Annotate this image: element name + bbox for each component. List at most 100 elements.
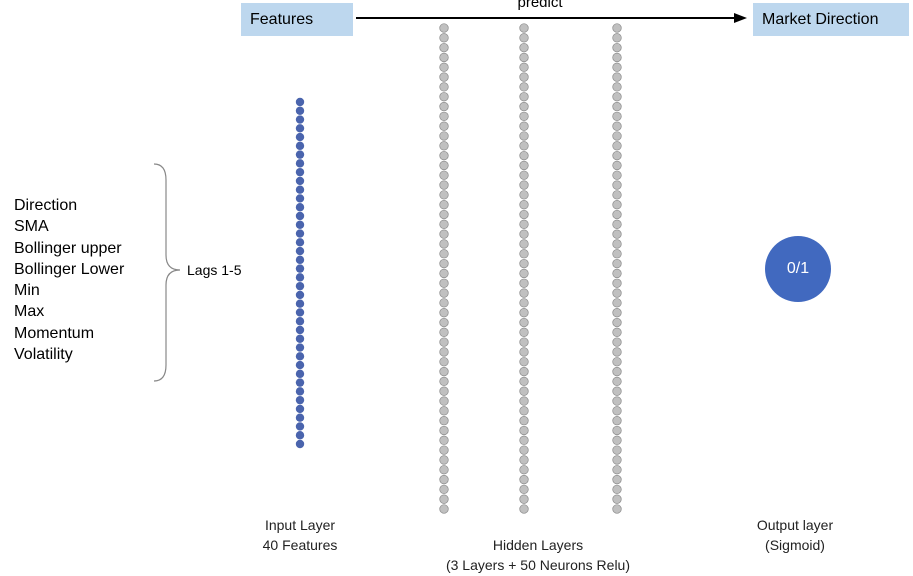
hidden-node	[612, 416, 622, 426]
hidden-node	[439, 23, 449, 33]
hidden-node	[612, 484, 622, 495]
feature-item: Momentum	[14, 324, 95, 342]
hidden-layers-subtitle: (3 Layers + 50 Neurons Relu)	[445, 557, 631, 573]
input-node	[295, 334, 305, 343]
hidden-node	[439, 200, 449, 210]
input-node	[295, 194, 305, 203]
hidden-node	[612, 376, 622, 387]
hidden-layers-title: Hidden Layers	[492, 537, 584, 553]
hidden-node	[439, 386, 449, 396]
hidden-node	[612, 278, 622, 288]
input-node	[295, 422, 305, 431]
output-node-label: 0/1	[786, 260, 810, 277]
hidden-node	[612, 386, 622, 396]
input-node	[295, 150, 305, 159]
hidden-node	[519, 465, 529, 475]
input-node	[295, 220, 305, 229]
hidden-node	[519, 504, 529, 514]
input-node	[295, 97, 305, 107]
input-node	[295, 369, 305, 379]
hidden-node	[439, 278, 449, 288]
input-node	[295, 211, 305, 221]
hidden-node	[612, 268, 622, 279]
input-node	[295, 325, 305, 335]
hidden-node	[612, 170, 622, 180]
input-node	[295, 124, 305, 133]
input-node	[295, 238, 305, 247]
hidden-node	[519, 327, 529, 337]
hidden-node	[612, 396, 622, 406]
hidden-node	[612, 82, 622, 92]
input-node	[295, 360, 305, 370]
input-layer-title: Input Layer	[264, 517, 336, 533]
feature-item: Direction	[14, 197, 78, 214]
hidden-node	[612, 347, 622, 357]
hidden-node	[612, 209, 622, 220]
hidden-node	[612, 435, 622, 445]
feature-list: Direction SMA Bollinger upper Bollinger …	[14, 195, 124, 365]
hidden-node	[612, 258, 622, 269]
input-node	[295, 439, 305, 449]
input-node	[295, 141, 305, 151]
input-node	[295, 159, 305, 168]
hidden-node	[612, 465, 622, 475]
hidden-node	[612, 131, 622, 141]
input-node	[295, 431, 305, 440]
hidden-node	[612, 317, 622, 328]
input-node	[295, 176, 305, 186]
hidden-node	[439, 425, 449, 436]
hidden-node	[612, 494, 622, 504]
hidden-node	[439, 366, 449, 377]
hidden-node	[439, 219, 449, 229]
input-node	[295, 106, 305, 115]
hidden-node	[612, 101, 622, 112]
hidden-node	[439, 111, 449, 121]
hidden-node	[519, 111, 529, 121]
input-node	[295, 317, 305, 326]
hidden-node	[612, 445, 622, 455]
hidden-node	[612, 180, 622, 190]
hidden-node	[519, 278, 529, 288]
hidden-node	[439, 288, 449, 298]
hidden-node	[612, 474, 622, 485]
feature-item: SMA	[14, 218, 49, 236]
hidden-node	[519, 288, 529, 298]
hidden-node	[519, 160, 529, 171]
hidden-node	[612, 160, 622, 171]
input-node	[295, 203, 305, 212]
hidden-node	[439, 308, 449, 318]
feature-item: Max	[14, 303, 45, 321]
hidden-node	[439, 268, 449, 279]
hidden-node	[612, 288, 622, 298]
output-layer-title: Output layer	[756, 517, 834, 533]
hidden-node	[439, 180, 449, 190]
hidden-node	[439, 416, 449, 426]
input-node	[295, 185, 305, 194]
hidden-node	[612, 406, 622, 416]
hidden-node	[519, 200, 529, 210]
hidden-node	[519, 170, 529, 180]
hidden-node	[612, 337, 622, 347]
hidden-node	[519, 249, 529, 259]
hidden-node	[519, 308, 529, 318]
hidden-node	[439, 150, 449, 161]
hidden-node	[519, 219, 529, 229]
hidden-node	[439, 62, 449, 72]
input-node	[295, 413, 305, 422]
hidden-node	[519, 209, 529, 220]
hidden-node	[612, 504, 622, 514]
input-node	[295, 299, 305, 308]
hidden-node	[439, 52, 449, 63]
input-layer	[295, 97, 305, 449]
hidden-node	[612, 229, 622, 239]
hidden-node	[439, 131, 449, 141]
lags-label: Lags 1-5	[187, 262, 242, 278]
hidden-node	[519, 455, 529, 465]
hidden-node	[439, 474, 449, 485]
output-layer-caption: Output layer (Sigmoid)	[735, 515, 855, 555]
hidden-node	[612, 249, 622, 259]
hidden-node	[612, 308, 622, 318]
hidden-node	[519, 72, 529, 82]
features-label: Features	[250, 11, 314, 28]
